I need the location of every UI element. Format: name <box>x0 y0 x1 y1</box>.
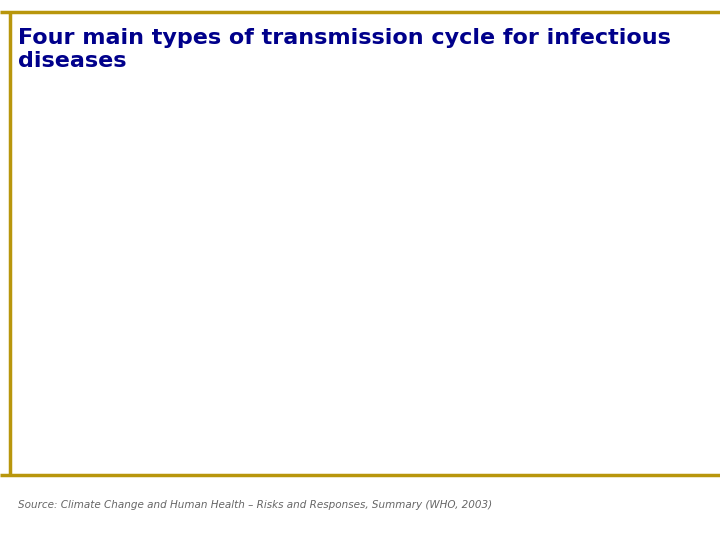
Text: Source: Climate Change and Human Health – Risks and Responses, Summary (WHO, 200: Source: Climate Change and Human Health … <box>18 500 492 510</box>
Text: Four main types of transmission cycle for infectious
diseases: Four main types of transmission cycle fo… <box>18 28 671 71</box>
